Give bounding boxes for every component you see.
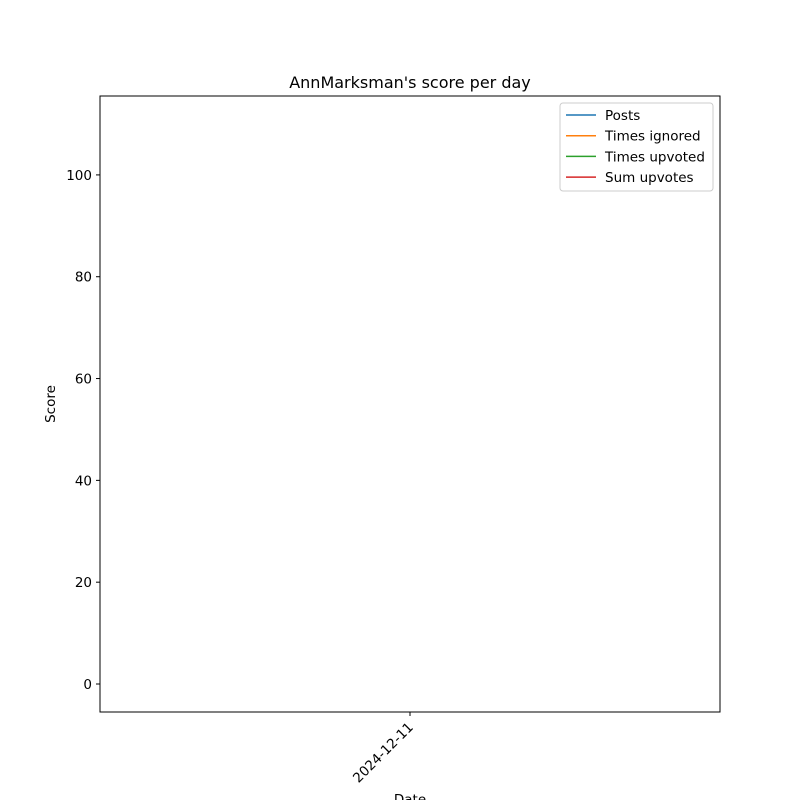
y-tick-label: 60	[75, 372, 92, 388]
y-tick-label: 80	[75, 270, 92, 286]
x-axis-label: Date	[394, 792, 426, 800]
y-tick-label: 100	[66, 168, 92, 184]
legend-label: Times upvoted	[604, 149, 705, 165]
legend-label: Times ignored	[604, 129, 701, 145]
plot-frame	[99, 95, 721, 713]
y-tick-label: 40	[75, 473, 92, 489]
y-tick-label: 20	[75, 575, 92, 591]
legend-box	[559, 102, 714, 192]
y-tick-label: 0	[83, 677, 92, 693]
legend-label: Posts	[605, 108, 640, 124]
legend-label: Sum upvotes	[605, 170, 694, 186]
chart-title: AnnMarksman's score per day	[289, 73, 531, 92]
y-axis-label: Score	[43, 385, 59, 423]
